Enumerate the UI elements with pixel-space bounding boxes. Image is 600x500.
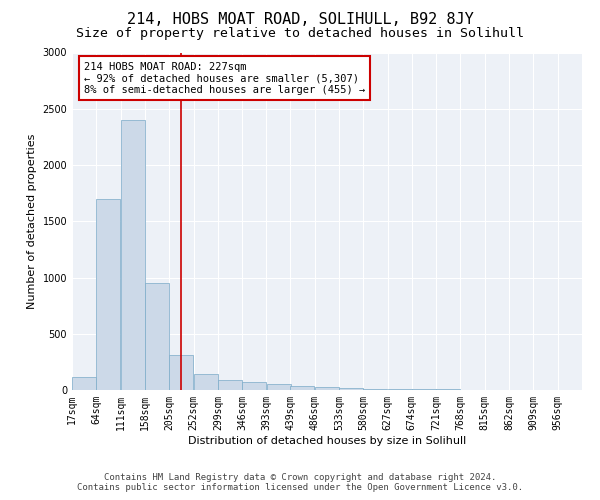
Bar (97, 198, 121, 390)
Bar (339, 388, 363, 390)
Bar (242, 382, 266, 390)
Bar (290, 386, 314, 390)
Bar (218, 380, 242, 390)
Y-axis label: Number of detached properties: Number of detached properties (27, 134, 37, 309)
Bar (315, 387, 339, 390)
Text: 214 HOBS MOAT ROAD: 227sqm
← 92% of detached houses are smaller (5,307)
8% of se: 214 HOBS MOAT ROAD: 227sqm ← 92% of deta… (84, 62, 365, 94)
Bar (364, 389, 388, 390)
Bar (145, 283, 169, 390)
Bar (169, 355, 193, 390)
Bar (194, 374, 218, 390)
X-axis label: Distribution of detached houses by size in Solihull: Distribution of detached houses by size … (188, 436, 466, 446)
Text: Size of property relative to detached houses in Solihull: Size of property relative to detached ho… (76, 28, 524, 40)
Text: Contains HM Land Registry data © Crown copyright and database right 2024.
Contai: Contains HM Land Registry data © Crown c… (77, 473, 523, 492)
Bar (72, 376, 96, 390)
Bar (388, 389, 412, 390)
Bar (266, 384, 290, 390)
Bar (121, 120, 145, 390)
Text: 214, HOBS MOAT ROAD, SOLIHULL, B92 8JY: 214, HOBS MOAT ROAD, SOLIHULL, B92 8JY (127, 12, 473, 28)
